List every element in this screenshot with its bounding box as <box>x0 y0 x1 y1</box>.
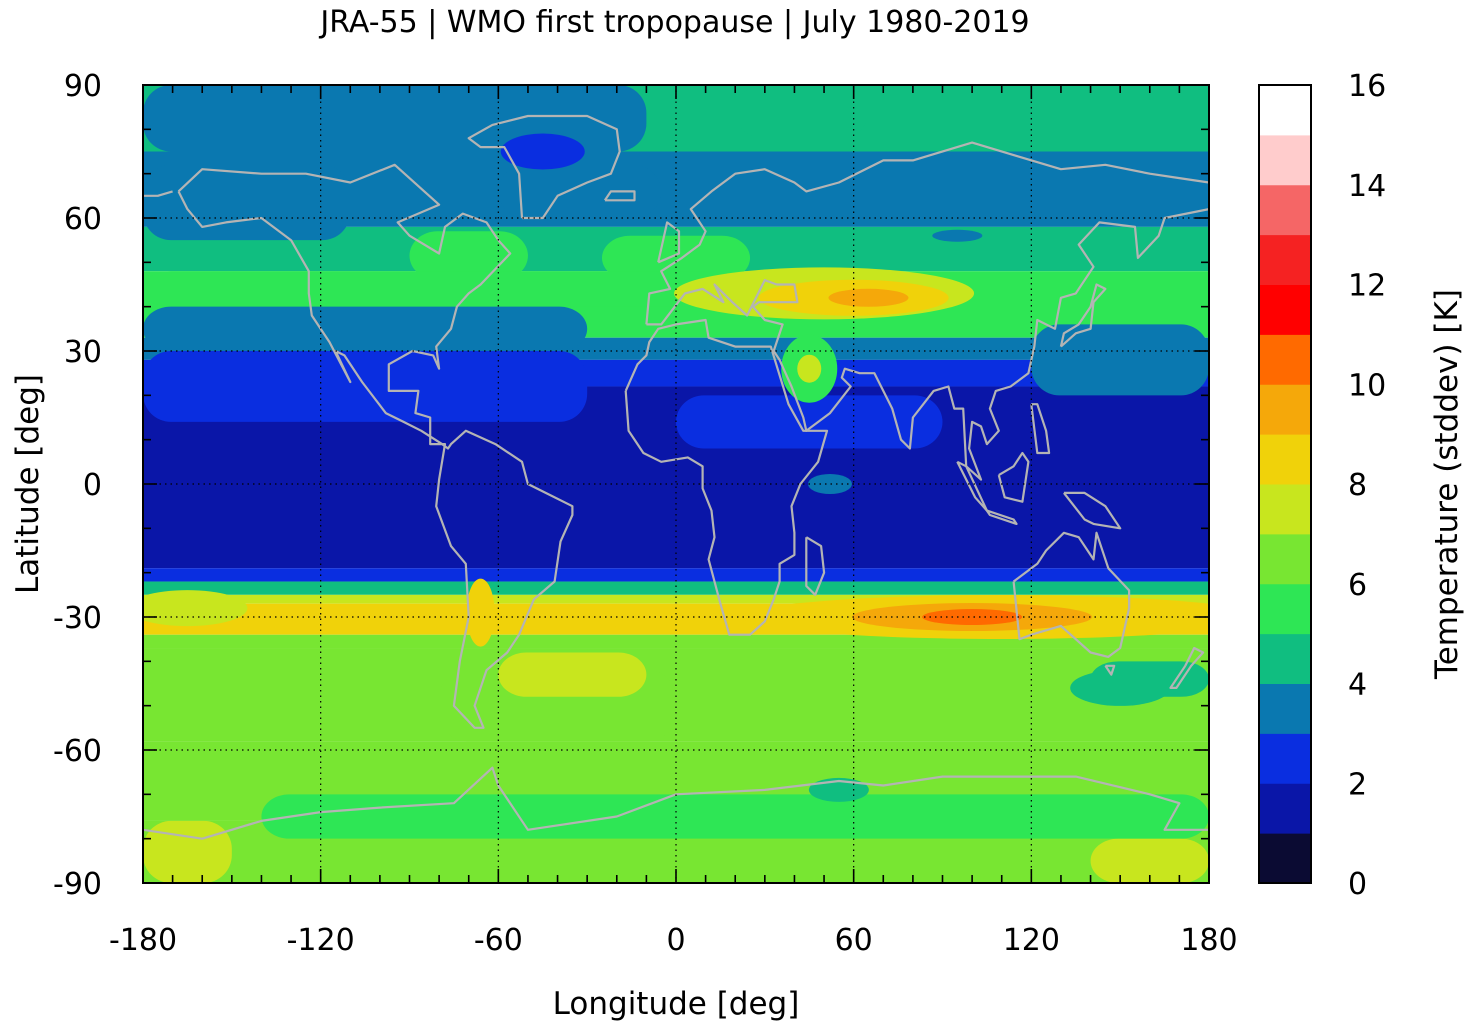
field-region <box>676 395 943 449</box>
x-tick-label: 180 <box>1180 923 1237 958</box>
field-feature <box>922 609 1023 625</box>
field-feature <box>466 578 495 647</box>
field-feature <box>932 229 983 242</box>
y-tick-label: 30 <box>64 335 102 370</box>
colorbar-swatch <box>1259 234 1311 285</box>
field-region <box>143 820 232 883</box>
colorbar-swatch <box>1259 633 1311 684</box>
coastline <box>1059 283 1107 348</box>
field-region <box>143 271 736 307</box>
figure-title: JRA-55 | WMO first tropopause | July 198… <box>318 5 1029 40</box>
y-axis-label: Latitude [deg] <box>10 374 46 594</box>
coastline <box>985 509 1018 526</box>
colorbar-tick-label: 14 <box>1348 169 1386 204</box>
colorbar-swatch <box>1259 284 1311 335</box>
field-feature <box>1070 669 1171 706</box>
coastline <box>1012 531 1131 659</box>
field-region <box>735 85 869 139</box>
x-tick-label: -60 <box>474 923 523 958</box>
colorbar-tick-label: 10 <box>1348 368 1386 403</box>
field-region <box>1090 838 1209 883</box>
y-tick-label: 0 <box>83 468 102 503</box>
colorbar-swatch <box>1259 484 1311 535</box>
colorbar-swatch <box>1259 783 1311 834</box>
coastline <box>1030 403 1051 455</box>
x-axis-label: Longitude [deg] <box>553 986 800 1022</box>
colorbar-swatch <box>1259 683 1311 734</box>
coastline <box>143 190 173 197</box>
field-feature <box>143 590 248 627</box>
coastline <box>1104 664 1116 676</box>
field-band <box>143 581 1209 595</box>
colorbar-tick-label: 12 <box>1348 269 1386 304</box>
field-feature <box>500 133 585 170</box>
colorbar-frame <box>1258 84 1312 884</box>
field-region <box>1031 324 1209 396</box>
coastline <box>1169 646 1205 690</box>
colorbar-label: Temperature (stddev) [K] <box>1429 289 1465 680</box>
x-tick-label: 60 <box>835 923 873 958</box>
coastline <box>646 208 1209 481</box>
colorbar-swatch <box>1259 434 1311 485</box>
y-tick-label: -90 <box>53 867 102 902</box>
y-tick-labels: 90 60 30 0 -30 -60 -90 <box>53 69 102 902</box>
coastline <box>1063 491 1122 530</box>
coastline <box>603 190 636 202</box>
colorbar-swatch <box>1259 85 1311 136</box>
colorbar-tick-label: 6 <box>1348 568 1367 603</box>
colorbar-swatch <box>1259 833 1311 884</box>
colorbar-swatches <box>1259 85 1311 884</box>
map-panel: -180 -120 -60 0 60 120 180 90 60 30 0 -30 -60 -90 Lo… <box>10 69 1238 1022</box>
coastline <box>624 318 829 636</box>
field-feature <box>797 354 822 383</box>
field-feature <box>828 288 909 307</box>
x-tick-labels: -180 -120 -60 0 60 120 180 <box>109 923 1238 958</box>
colorbar-tick-label: 0 <box>1348 867 1367 902</box>
x-tick-label: 120 <box>1003 923 1060 958</box>
colorbar-swatch <box>1259 334 1311 385</box>
axis-ticks <box>142 84 1210 884</box>
y-tick-label: 90 <box>64 69 102 104</box>
field-region <box>498 652 647 697</box>
coastline <box>467 114 621 220</box>
coastline <box>143 766 1209 840</box>
field-region <box>143 85 647 152</box>
gridlines <box>143 85 1209 883</box>
coastline <box>997 451 1030 503</box>
x-tick-label: -120 <box>287 923 355 958</box>
colorbar-tick-label: 16 <box>1348 69 1386 104</box>
colorbar-swatch <box>1259 134 1311 186</box>
colorbar-swatch <box>1259 583 1311 635</box>
coastline <box>177 163 574 729</box>
coastline <box>657 221 681 264</box>
colorbar-swatch <box>1259 533 1311 585</box>
field-region <box>601 235 751 281</box>
colorbar: 0 2 4 6 8 10 12 14 16 Temperature (stddev) [K] <box>1258 69 1465 902</box>
colorbar-tick-label: 2 <box>1348 767 1367 802</box>
field-region <box>498 164 662 218</box>
x-tick-label: -180 <box>109 923 177 958</box>
x-tick-label: 0 <box>666 923 685 958</box>
colorbar-tick-label: 4 <box>1348 668 1367 703</box>
field-band <box>143 594 1209 604</box>
field-feature <box>807 474 852 494</box>
coastline <box>645 141 1209 325</box>
field-region <box>143 164 351 241</box>
colorbar-swatch <box>1259 384 1311 435</box>
colorbar-swatch <box>1259 733 1311 784</box>
field-region <box>143 306 588 351</box>
colorbar-swatch <box>1259 184 1311 236</box>
field-region <box>261 794 1209 839</box>
y-tick-label: 60 <box>64 202 102 237</box>
colorbar-tick-label: 8 <box>1348 468 1367 503</box>
coastline <box>805 536 826 596</box>
coastlines <box>143 114 1209 840</box>
colorbar-tick-labels: 0 2 4 6 8 10 12 14 16 <box>1348 69 1386 902</box>
y-tick-label: -30 <box>53 601 102 636</box>
field-band <box>143 648 1209 742</box>
y-tick-label: -60 <box>53 734 102 769</box>
